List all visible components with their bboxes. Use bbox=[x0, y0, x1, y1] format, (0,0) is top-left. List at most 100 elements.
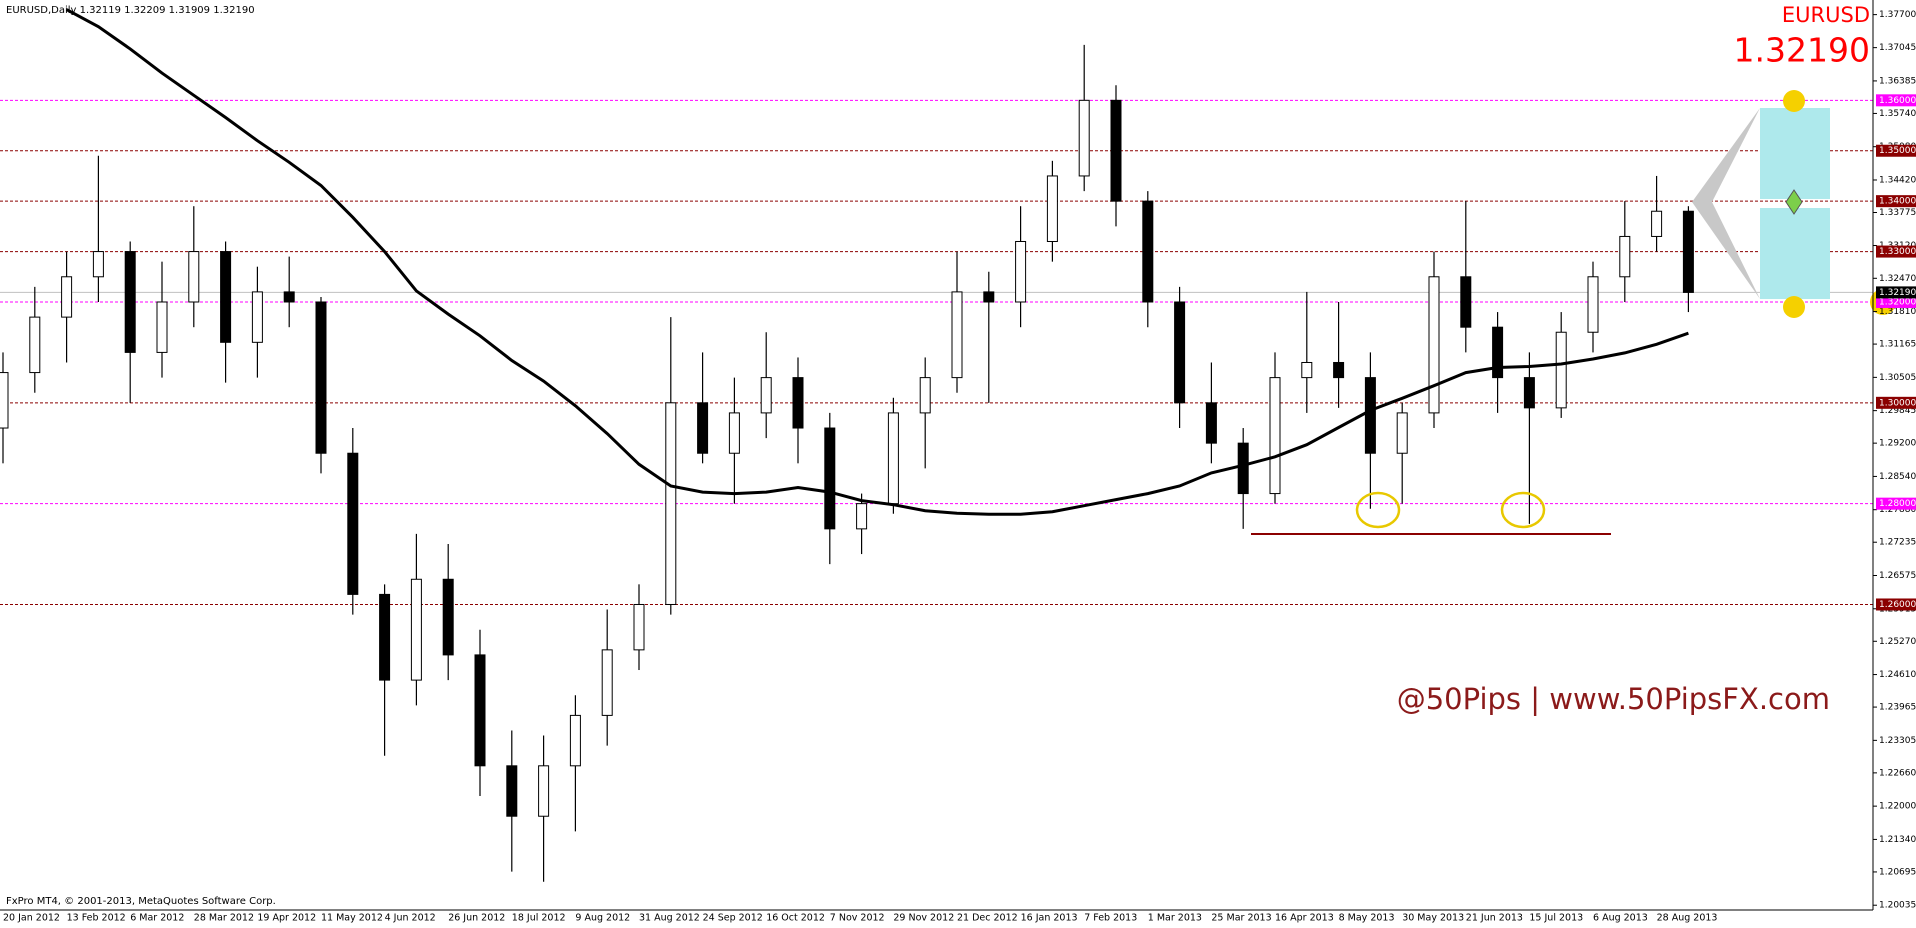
y-tick-label: 1.35740 bbox=[1879, 109, 1916, 119]
level-label-box bbox=[1876, 295, 1916, 308]
x-tick-label: 29 Nov 2012 bbox=[893, 913, 954, 924]
candle-body bbox=[983, 291, 995, 303]
candle-body bbox=[1110, 99, 1122, 202]
level-label-box bbox=[1876, 195, 1916, 208]
candle-body bbox=[0, 372, 9, 429]
last-price-box bbox=[1876, 286, 1916, 299]
y-tick-label: 1.28540 bbox=[1879, 472, 1916, 482]
x-tick-label: 16 Oct 2012 bbox=[766, 913, 825, 924]
x-tick-label: 4 Jun 2012 bbox=[385, 913, 436, 924]
candle-body bbox=[887, 412, 899, 505]
candle-body bbox=[347, 452, 359, 595]
x-tick-label: 24 Sep 2012 bbox=[703, 913, 763, 924]
candle-body bbox=[315, 301, 327, 454]
candle-body bbox=[124, 251, 136, 353]
y-tick-label: 1.22660 bbox=[1879, 768, 1916, 778]
candle-body bbox=[474, 654, 486, 767]
candle-body bbox=[1269, 377, 1281, 495]
candle-body bbox=[1651, 210, 1663, 237]
candle-body bbox=[1046, 175, 1058, 242]
candle-body bbox=[379, 593, 391, 681]
y-tick-label: 1.32470 bbox=[1879, 274, 1916, 284]
candle-body bbox=[1142, 200, 1154, 303]
target-dot bbox=[1783, 296, 1805, 318]
chart-header: EURUSD,Daily 1.32119 1.32209 1.31909 1.3… bbox=[6, 5, 255, 16]
x-tick-label: 6 Mar 2012 bbox=[130, 913, 184, 924]
moving-average bbox=[65, 8, 1689, 516]
x-tick-label: 31 Aug 2012 bbox=[639, 913, 700, 924]
x-tick-label: 9 Aug 2012 bbox=[575, 913, 630, 924]
candle-body bbox=[919, 377, 931, 414]
x-tick-label: 1 Mar 2013 bbox=[1148, 913, 1202, 924]
y-tick-label: 1.30505 bbox=[1879, 373, 1916, 383]
candle-body bbox=[1619, 235, 1631, 278]
candle-body bbox=[283, 291, 295, 303]
y-tick-label: 1.24610 bbox=[1879, 670, 1916, 680]
y-tick-label: 1.33775 bbox=[1879, 208, 1916, 218]
y-tick-label: 1.37700 bbox=[1879, 10, 1916, 20]
candle-body bbox=[1015, 240, 1027, 303]
level-label: 1.28000 bbox=[1879, 499, 1916, 509]
candle-body bbox=[728, 412, 740, 454]
candle-body bbox=[506, 765, 518, 817]
candle-body bbox=[1237, 442, 1249, 495]
x-tick-label: 15 Jul 2013 bbox=[1529, 913, 1583, 924]
target-zone bbox=[1760, 208, 1830, 299]
y-tick-label: 1.27235 bbox=[1879, 538, 1916, 548]
x-tick-label: 16 Jan 2013 bbox=[1021, 913, 1078, 924]
y-tick-label: 1.25270 bbox=[1879, 637, 1916, 647]
candle-body bbox=[1174, 301, 1186, 404]
candle-body bbox=[29, 316, 41, 374]
level-label: 1.33000 bbox=[1879, 247, 1916, 257]
level-label: 1.32000 bbox=[1879, 297, 1916, 307]
candle-body bbox=[633, 603, 645, 651]
y-tick-label: 1.29200 bbox=[1879, 439, 1916, 449]
candle-body bbox=[156, 301, 168, 353]
y-tick-label: 1.23965 bbox=[1879, 703, 1916, 713]
candle-body bbox=[792, 377, 804, 429]
candle-body bbox=[665, 402, 677, 605]
candle-body bbox=[697, 402, 709, 454]
x-tick-label: 20 Jan 2012 bbox=[3, 913, 60, 924]
x-tick-label: 8 May 2013 bbox=[1339, 913, 1395, 924]
candle-body bbox=[1428, 276, 1440, 414]
level-label: 1.36000 bbox=[1879, 96, 1916, 106]
candle-body bbox=[951, 291, 963, 379]
candle-body bbox=[1523, 377, 1535, 409]
y-tick-label: 1.23305 bbox=[1879, 736, 1916, 746]
candle-body bbox=[760, 377, 772, 414]
level-label-box bbox=[1876, 396, 1916, 409]
candle-body bbox=[251, 291, 263, 343]
double-bottom-marker bbox=[1500, 491, 1546, 529]
level-label-box bbox=[1876, 497, 1916, 510]
level-label: 1.34000 bbox=[1879, 197, 1916, 207]
y-tick-label: 1.20695 bbox=[1879, 867, 1916, 877]
target-dot bbox=[1783, 90, 1805, 112]
candle-body bbox=[1364, 377, 1376, 454]
y-tick-label: 1.37045 bbox=[1879, 43, 1916, 53]
level-label: 1.30000 bbox=[1879, 398, 1916, 408]
y-tick-label: 1.27880 bbox=[1879, 505, 1916, 515]
y-tick-label: 1.31810 bbox=[1879, 307, 1916, 317]
candle-body bbox=[188, 251, 200, 303]
x-tick-label: 28 Aug 2013 bbox=[1657, 913, 1718, 924]
y-tick-label: 1.31165 bbox=[1879, 340, 1916, 350]
candle-body bbox=[856, 503, 868, 530]
last-price-axis-label: 1.32190 bbox=[1879, 288, 1916, 298]
last-price: 1.32190 bbox=[1734, 31, 1870, 70]
x-tick-label: 30 May 2013 bbox=[1402, 913, 1464, 924]
candle-body bbox=[1078, 99, 1090, 177]
x-tick-label: 6 Aug 2013 bbox=[1593, 913, 1648, 924]
y-tick-label: 1.29845 bbox=[1879, 406, 1916, 416]
level-label: 1.35000 bbox=[1879, 146, 1916, 156]
level-label-box bbox=[1876, 144, 1916, 157]
x-tick-label: 19 Apr 2012 bbox=[257, 913, 316, 924]
candle-body bbox=[1492, 326, 1504, 379]
level-label-box bbox=[1876, 245, 1916, 258]
candle-body bbox=[92, 251, 104, 278]
candle-body bbox=[824, 427, 836, 530]
candle-body bbox=[61, 276, 73, 318]
